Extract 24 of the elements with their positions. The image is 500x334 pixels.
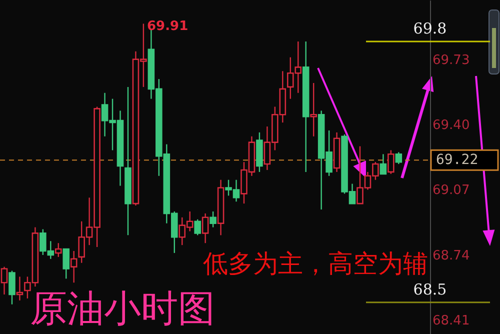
candlestick	[62, 248, 70, 280]
y-tick-label: 68.74	[432, 248, 470, 264]
text: 原油小时图	[30, 287, 215, 330]
candlestick	[388, 150, 394, 175]
candlestick	[16, 276, 24, 301]
y-tick-label: 69.73	[432, 52, 470, 68]
candlestick	[380, 154, 387, 175]
candlestick	[194, 218, 201, 236]
ref-line-label: 69.22	[436, 152, 478, 168]
annotation: 低多为主，高空为辅	[203, 249, 428, 278]
candlestick	[202, 212, 209, 244]
candlestick	[8, 270, 16, 305]
candlestick	[310, 82, 317, 137]
candlestick	[210, 210, 216, 228]
candlestick	[395, 152, 402, 165]
candlestick	[70, 250, 78, 284]
y-tick-label: 69.07	[432, 183, 470, 198]
y-tick-label: 69.40	[432, 118, 470, 134]
candlestick	[0, 266, 8, 296]
y-tick-label: 68.41	[432, 314, 470, 329]
candlestick	[54, 242, 62, 258]
ref-line-label: 68.5	[413, 280, 447, 298]
annotation: 69.91	[147, 19, 188, 34]
ref-line-label: 69.8	[413, 20, 447, 38]
